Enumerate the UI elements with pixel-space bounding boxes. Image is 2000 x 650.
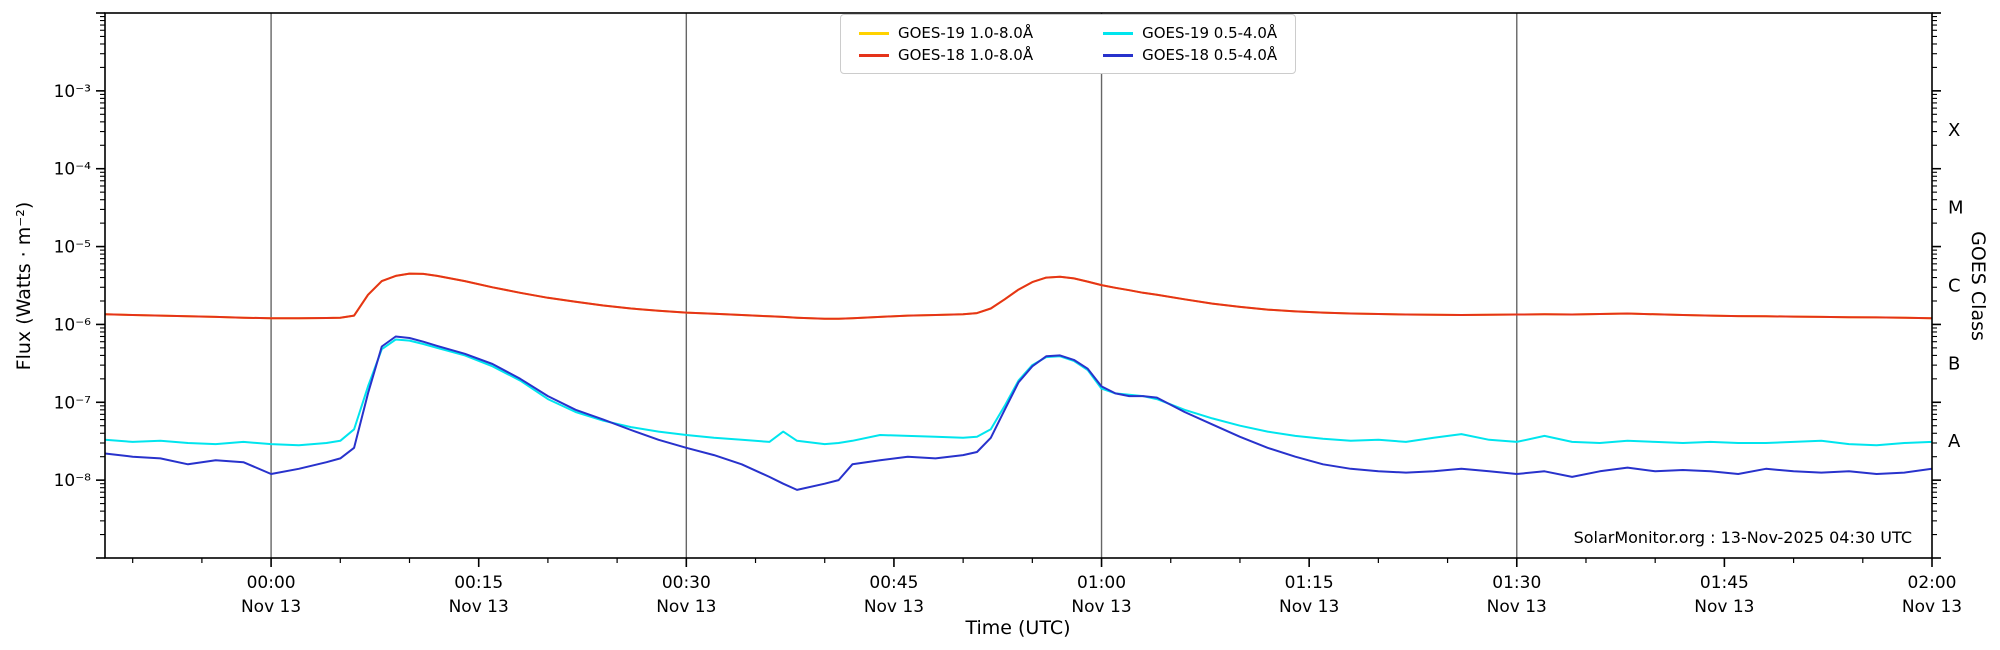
x-tick-label-time: 00:00 — [247, 573, 296, 593]
y-tick-label: 10⁻⁵ — [54, 238, 91, 258]
legend-label: GOES-18 0.5-4.0Å — [1142, 46, 1278, 64]
legend-item: GOES-19 1.0-8.0Å — [859, 24, 1033, 42]
x-tick-label-time: 00:45 — [869, 573, 918, 593]
legend-label: GOES-19 0.5-4.0Å — [1142, 24, 1278, 42]
x-tick-label-date: Nov 13 — [1071, 597, 1131, 617]
x-tick-label-date: Nov 13 — [1694, 597, 1754, 617]
legend-line-swatch — [1103, 53, 1134, 57]
legend-line-swatch — [859, 53, 889, 57]
x-tick-label-time: 01:45 — [1700, 573, 1749, 593]
x-tick-label-time: 00:15 — [454, 573, 503, 593]
legend-item: GOES-18 0.5-4.0Å — [1103, 46, 1277, 64]
x-tick-label-time: 00:30 — [662, 573, 711, 593]
legend-label: GOES-18 1.0-8.0Å — [898, 46, 1034, 64]
y-axis-title: Flux (Watts · m⁻²) — [13, 201, 35, 371]
x-tick-label-date: Nov 13 — [1279, 597, 1339, 617]
legend-label: GOES-19 1.0-8.0Å — [898, 24, 1034, 42]
y-tick-label: 10⁻⁷ — [54, 393, 92, 413]
goes-class-label: C — [1948, 276, 1961, 297]
goes-class-label: X — [1948, 120, 1960, 141]
legend-line-swatch — [1103, 31, 1134, 35]
series-line-goes19-long — [105, 272, 1932, 320]
legend-item: GOES-18 1.0-8.0Å — [859, 46, 1033, 64]
y-tick-label: 10⁻³ — [54, 82, 91, 102]
goes-class-label: M — [1948, 198, 1964, 219]
x-tick-label-time: 01:30 — [1492, 573, 1541, 593]
legend-line-swatch — [859, 31, 889, 35]
series-line-goes18-short — [105, 335, 1932, 491]
x-tick-label-date: Nov 13 — [449, 597, 509, 617]
x-axis-title: Time (UTC) — [965, 617, 1071, 639]
x-tick-label-time: 02:00 — [1908, 573, 1957, 593]
series-line-goes19-short — [105, 338, 1932, 447]
x-tick-label-date: Nov 13 — [1902, 597, 1962, 617]
y-tick-label: 10⁻⁶ — [54, 315, 92, 335]
legend-item: GOES-19 0.5-4.0Å — [1103, 24, 1277, 42]
x-tick-label-date: Nov 13 — [241, 597, 301, 617]
legend: GOES-19 1.0-8.0Å GOES-19 0.5-4.0Å GOES-18 … — [840, 14, 1297, 74]
series-group — [105, 272, 1932, 491]
plot-frame — [104, 12, 1933, 559]
goes-class-label: B — [1948, 353, 1960, 374]
series-line-goes18-long — [105, 272, 1932, 320]
x-tick-label-time: 01:00 — [1077, 573, 1126, 593]
goes-class-label: A — [1948, 431, 1961, 452]
y-tick-label: 10⁻⁸ — [54, 471, 92, 491]
x-tick-label-date: Nov 13 — [656, 597, 716, 617]
watermark: SolarMonitor.org : 13-Nov-2025 04:30 UTC — [1573, 528, 1912, 547]
x-tick-label-time: 01:15 — [1285, 573, 1334, 593]
x-tick-label-date: Nov 13 — [1487, 597, 1547, 617]
y-tick-label: 10⁻⁴ — [54, 160, 92, 180]
right-axis-title: GOES Class — [1967, 231, 1989, 341]
x-tick-label-date: Nov 13 — [864, 597, 924, 617]
